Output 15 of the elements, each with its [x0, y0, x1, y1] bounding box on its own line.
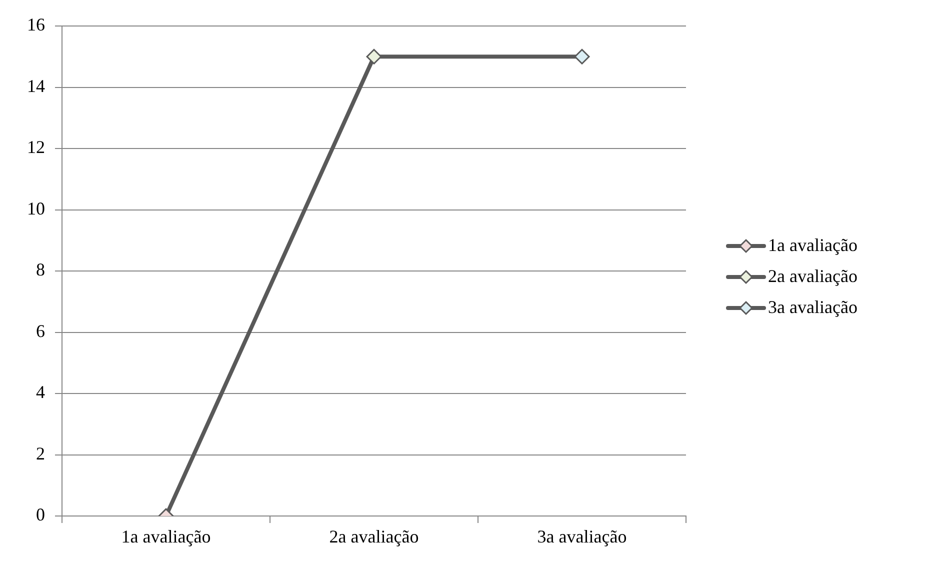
y-tick-label: 16	[27, 14, 45, 35]
y-tick-label: 2	[36, 443, 45, 464]
y-tick-label: 6	[36, 320, 45, 341]
legend-label: 3a avaliação	[768, 297, 858, 318]
x-tick-label: 2a avaliação	[329, 526, 419, 547]
y-tick-label: 8	[36, 260, 45, 280]
y-tick-label: 0	[36, 504, 45, 525]
x-tick-label: 3a avaliação	[537, 526, 627, 547]
y-tick-label: 14	[27, 76, 45, 96]
y-tick-label: 12	[27, 137, 45, 158]
legend-label: 2a avaliação	[768, 266, 858, 287]
x-tick-label: 1a avaliação	[121, 526, 211, 547]
y-tick-label: 4	[36, 382, 45, 402]
y-tick-label: 10	[27, 198, 45, 218]
legend-label: 1a avaliação	[768, 235, 858, 256]
